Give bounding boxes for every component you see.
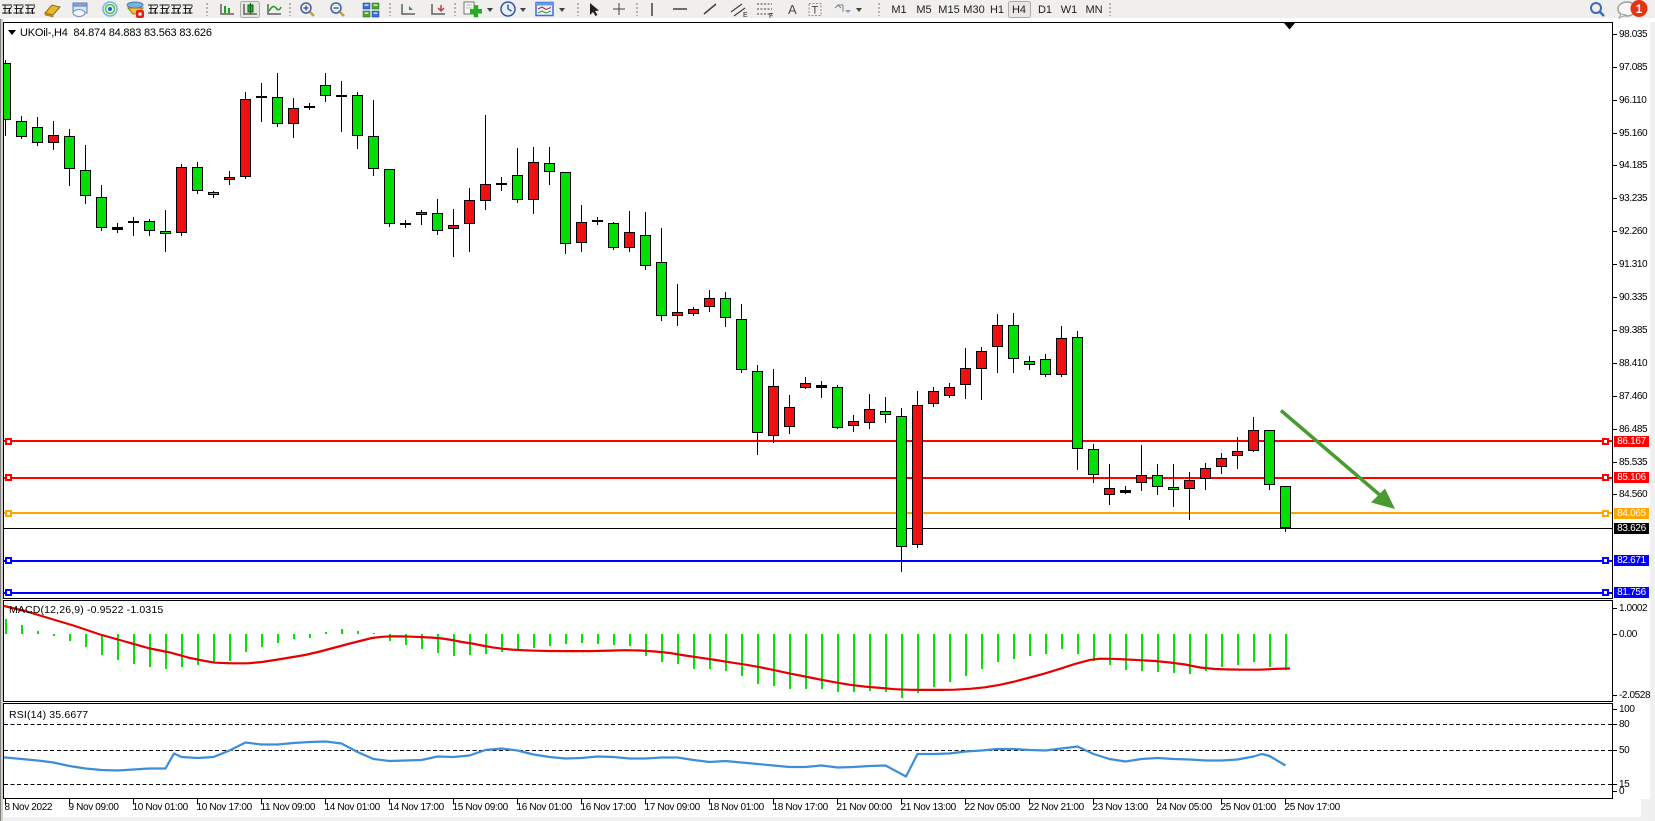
svg-text:H1: H1 xyxy=(990,4,1004,16)
svg-text:F: F xyxy=(769,13,773,19)
svg-text:T: T xyxy=(812,5,819,17)
svg-text:MN: MN xyxy=(1085,4,1102,16)
svg-text:E: E xyxy=(743,12,748,19)
svg-text:M15: M15 xyxy=(938,4,959,16)
svg-text:1: 1 xyxy=(1636,2,1643,16)
svg-text:D1: D1 xyxy=(1038,4,1052,16)
svg-text:A: A xyxy=(788,2,797,17)
svg-text:M30: M30 xyxy=(963,4,984,16)
svg-text:H4: H4 xyxy=(1012,4,1026,16)
svg-text:M5: M5 xyxy=(916,4,931,16)
svg-text:M1: M1 xyxy=(891,4,906,16)
svg-text:W1: W1 xyxy=(1061,4,1078,16)
